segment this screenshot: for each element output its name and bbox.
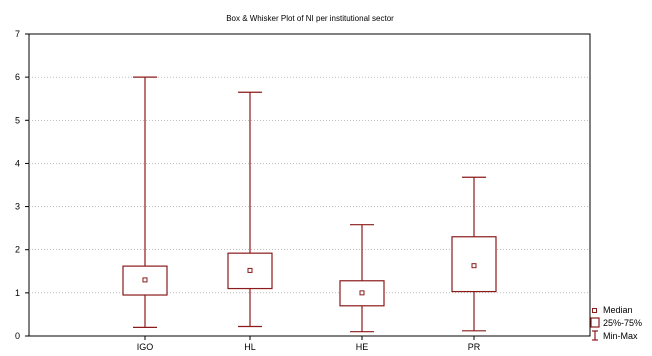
median-point-HE [359,290,365,296]
legend-label-median: Median [603,305,633,315]
boxes [122,76,497,333]
box-group-IGO [122,76,168,328]
y-tick-label-2: 2 [15,245,20,255]
x-axis: IGO HL HE PR [137,336,481,352]
y-tick-label-6: 6 [15,72,20,82]
x-tick-label-HL: HL [244,342,256,352]
y-tick-label-0: 0 [15,331,20,341]
median-point-PR [471,263,477,269]
legend-label-whisker: Min-Max [603,331,638,341]
plot-area [28,33,591,337]
legend-item-median: Median [592,305,633,315]
whisker-marker-icon [592,330,598,341]
x-tick-label-PR: PR [468,342,481,352]
y-tick-label-3: 3 [15,202,20,212]
median-marker-icon [592,308,597,313]
legend-label-box: 25%-75% [603,318,642,328]
box-marker-icon [590,317,600,328]
y-axis: 0 1 2 3 4 5 6 7 [15,29,29,341]
y-tick-label-5: 5 [15,115,20,125]
box-group-HE [339,224,385,333]
median-point-HL [247,267,253,273]
legend: Median 25%-75% Min-Max [590,305,642,341]
box-group-HL [227,91,273,328]
median-point-IGO [142,277,148,283]
legend-item-box: 25%-75% [590,317,642,328]
y-tick-label-1: 1 [15,288,20,298]
legend-item-whisker: Min-Max [592,330,638,341]
chart-title: Box & Whisker Plot of NI per institution… [226,14,394,23]
box-group-PR [451,176,497,332]
y-tick-label-7: 7 [15,29,20,39]
x-tick-label-IGO: IGO [137,342,154,352]
x-tick-label-HE: HE [356,342,369,352]
y-tick-label-4: 4 [15,158,20,168]
